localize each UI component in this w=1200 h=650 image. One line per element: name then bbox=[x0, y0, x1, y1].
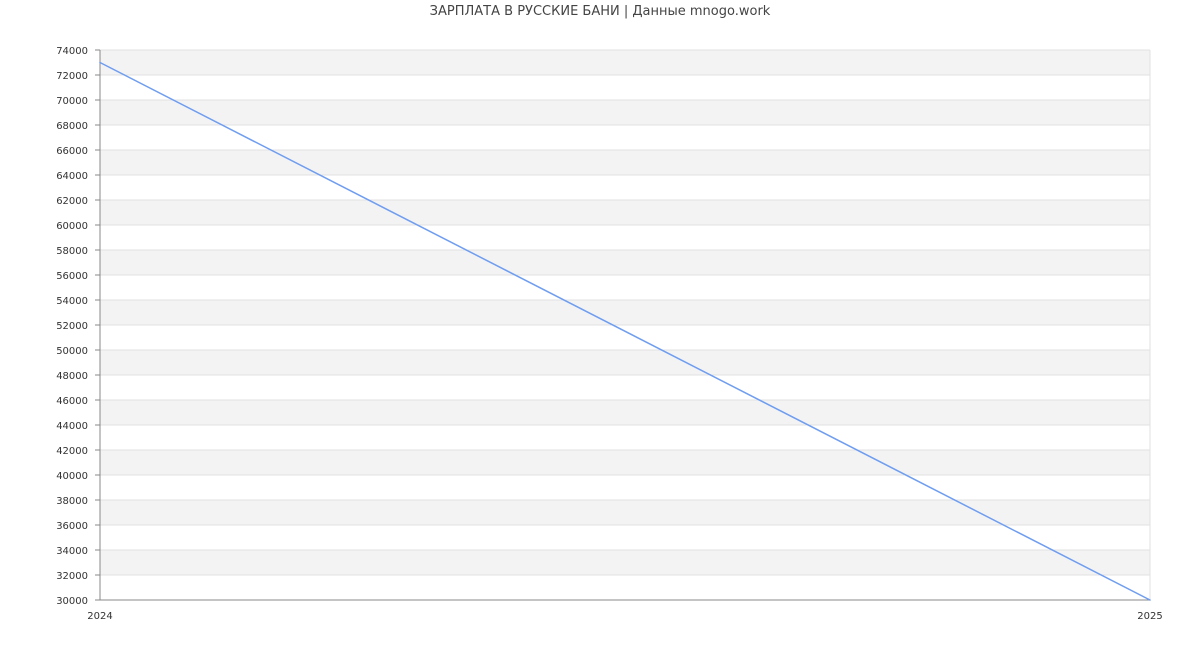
grid-band bbox=[100, 175, 1150, 200]
y-tick-label: 58000 bbox=[56, 246, 88, 257]
x-tick-label: 2025 bbox=[1137, 611, 1162, 622]
y-tick-label: 46000 bbox=[56, 396, 88, 407]
grid-band bbox=[100, 300, 1150, 325]
y-tick-label: 40000 bbox=[56, 471, 88, 482]
grid-band bbox=[100, 200, 1150, 225]
y-tick-label: 66000 bbox=[56, 146, 88, 157]
grid-band bbox=[100, 225, 1150, 250]
grid-band bbox=[100, 575, 1150, 600]
grid-band bbox=[100, 250, 1150, 275]
grid-band bbox=[100, 400, 1150, 425]
grid-band bbox=[100, 550, 1150, 575]
y-tick-label: 60000 bbox=[56, 221, 88, 232]
chart-title: ЗАРПЛАТА В РУССКИЕ БАНИ | Данные mnogo.w… bbox=[429, 4, 771, 19]
y-tick-label: 74000 bbox=[56, 46, 88, 57]
grid-band bbox=[100, 100, 1150, 125]
grid-band bbox=[100, 375, 1150, 400]
data-point bbox=[99, 61, 101, 64]
y-tick-label: 70000 bbox=[56, 96, 88, 107]
grid-band bbox=[100, 500, 1150, 525]
grid-band bbox=[100, 425, 1150, 450]
x-tick-label: 2024 bbox=[87, 611, 112, 622]
y-tick-label: 52000 bbox=[56, 321, 88, 332]
y-tick-label: 34000 bbox=[56, 546, 88, 557]
series-line bbox=[99, 61, 1151, 601]
data-point bbox=[1149, 599, 1151, 601]
y-tick-label: 38000 bbox=[56, 496, 88, 507]
grid-band bbox=[100, 525, 1150, 550]
grid-band bbox=[100, 125, 1150, 150]
y-tick-label: 50000 bbox=[56, 346, 88, 357]
grid-band bbox=[100, 475, 1150, 500]
grid-band bbox=[100, 50, 1150, 75]
y-tick-label: 54000 bbox=[56, 296, 88, 307]
grid-band bbox=[100, 325, 1150, 350]
grid-band bbox=[100, 75, 1150, 100]
y-tick-label: 72000 bbox=[56, 71, 88, 82]
y-tick-label: 48000 bbox=[56, 371, 88, 382]
grid-band bbox=[100, 150, 1150, 175]
y-tick-label: 30000 bbox=[56, 596, 88, 607]
y-tick-label: 44000 bbox=[56, 421, 88, 432]
y-tick-label: 32000 bbox=[56, 571, 88, 582]
y-tick-label: 56000 bbox=[56, 271, 88, 282]
grid-band bbox=[100, 450, 1150, 475]
y-tick-label: 64000 bbox=[56, 171, 88, 182]
y-tick-label: 42000 bbox=[56, 446, 88, 457]
grid-band bbox=[100, 350, 1150, 375]
grid-band bbox=[100, 275, 1150, 300]
y-tick-label: 62000 bbox=[56, 196, 88, 207]
y-tick-label: 36000 bbox=[56, 521, 88, 532]
y-tick-label: 68000 bbox=[56, 121, 88, 132]
